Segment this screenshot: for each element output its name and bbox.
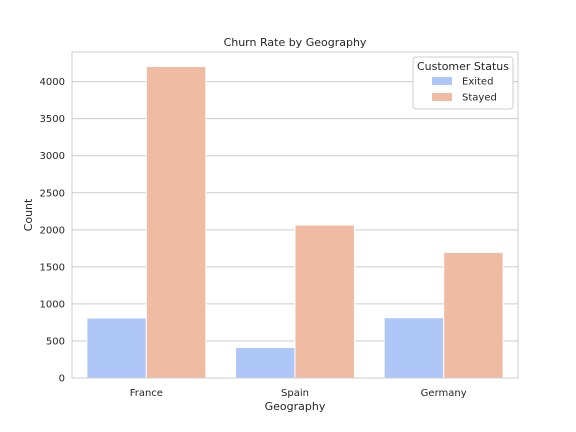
bars <box>86 66 504 379</box>
y-tick-label: 3500 <box>40 114 65 125</box>
legend-title: Customer Status <box>417 60 509 73</box>
bar-stayed-france <box>145 66 207 379</box>
y-tick-label: 1500 <box>40 262 65 273</box>
y-axis-label: Count <box>22 198 35 231</box>
bar-stayed-spain <box>294 224 355 379</box>
x-tick-label: France <box>130 388 163 399</box>
legend: Customer Status Exited Stayed <box>412 56 514 110</box>
plot-frame <box>71 51 519 379</box>
x-tick-label: Spain <box>281 388 309 399</box>
legend-swatch-stayed <box>432 93 452 101</box>
bar-exited-france <box>86 317 147 379</box>
chart-title: Churn Rate by Geography <box>224 36 367 49</box>
y-tick-label: 1000 <box>40 299 65 310</box>
y-tick-label: 4000 <box>40 77 65 88</box>
y-axis-ticks: 0 500 1000 1500 2000 2500 3000 3500 4000 <box>40 77 65 384</box>
legend-label-stayed: Stayed <box>462 93 497 104</box>
y-tick-label: 2500 <box>40 188 65 199</box>
x-tick-label: Germany <box>421 388 467 399</box>
legend-label-exited: Exited <box>462 77 493 88</box>
y-tick-label: 500 <box>46 336 65 347</box>
bar-stayed-germany <box>443 251 504 379</box>
bar-exited-spain <box>235 346 296 379</box>
y-tick-label: 3000 <box>40 151 65 162</box>
y-tick-label: 2000 <box>40 225 65 236</box>
y-tick-label: 0 <box>59 374 65 385</box>
legend-swatch-exited <box>432 77 452 85</box>
bar-exited-germany <box>383 317 445 379</box>
x-axis-label: Geography <box>265 400 326 413</box>
x-axis-ticks: France Spain Germany <box>130 388 467 399</box>
